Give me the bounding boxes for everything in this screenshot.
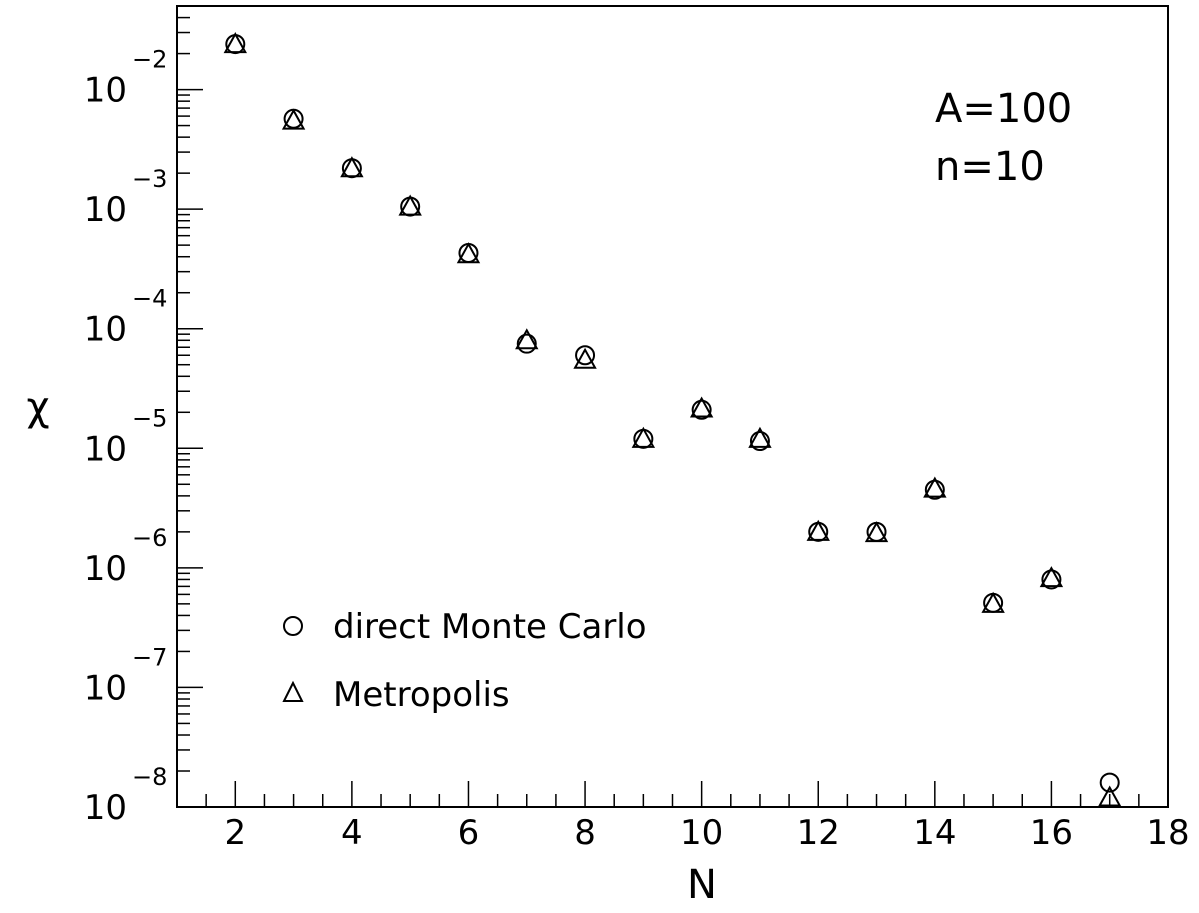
point-direct-monte-carlo [983,592,1004,613]
point-metropolis [340,156,364,178]
y-tick-label-base: 10 [84,310,127,350]
point-metropolis [1098,785,1122,807]
x-tick-label: 2 [224,813,246,853]
y-tick-label-base: 10 [84,429,127,469]
point-metropolis [573,347,597,369]
point-metropolis [281,108,306,130]
point-direct-monte-carlo [691,399,712,420]
y-tick-label-base: 10 [84,71,127,111]
point-metropolis [223,32,247,54]
point-metropolis [398,194,422,216]
point-metropolis [981,591,1005,613]
point-direct-monte-carlo [749,431,770,452]
point-direct-monte-carlo [458,242,479,263]
point-direct-monte-carlo [924,479,945,500]
y-axis-title: χ [26,384,49,430]
point-metropolis [864,521,889,543]
point-direct-monte-carlo [575,345,596,366]
legend-circle-marker [283,616,303,636]
annotation-n: n=10 [935,144,1045,190]
point-direct-monte-carlo [1099,772,1120,793]
x-axis: 2 4 6 8 10 12 14 16 18 [176,781,1190,853]
y-tick-label-exponent: −2 [132,46,167,74]
point-metropolis [689,396,714,418]
point-metropolis [631,426,656,448]
y-tick-label-exponent: −3 [132,165,167,193]
legend-label-direct-monte-carlo: direct Monte Carlo [333,607,647,647]
y-tick-label-base: 10 [84,549,127,589]
y-tick-label-exponent: −5 [132,404,167,432]
x-tick-label: 16 [1030,813,1073,853]
y-tick-label-exponent: −4 [132,285,167,313]
data-points [223,32,1122,807]
point-metropolis [748,426,772,448]
point-metropolis [1039,566,1064,588]
legend-label-metropolis: Metropolis [333,675,510,715]
point-direct-monte-carlo [1041,569,1062,590]
point-metropolis [806,519,830,541]
point-metropolis [923,476,947,498]
annotation-a: A=100 [935,86,1072,132]
y-tick-label-base: 10 [84,190,127,230]
y-tick-label-exponent: −7 [132,643,167,671]
y-tick-label-exponent: −6 [132,524,167,552]
x-tick-label: 10 [680,813,723,853]
x-tick-label: 14 [913,813,956,853]
y-tick-label-exponent: −8 [132,763,167,791]
y-tick-label-base: 10 [84,668,127,708]
y-tick-label-base: 10 [84,788,127,828]
y-axis: 10−810−710−610−510−410−310−2 [84,5,203,828]
legend: direct Monte Carlo Metropolis [282,607,647,715]
point-direct-monte-carlo [866,521,887,542]
x-tick-label: 4 [341,813,363,853]
x-tick-label: 6 [458,813,480,853]
x-tick-label: 8 [574,813,596,853]
x-tick-label: 18 [1146,813,1189,853]
point-direct-monte-carlo [516,333,537,354]
x-axis-title: N [687,862,717,908]
x-tick-label: 12 [797,813,840,853]
point-metropolis [515,328,539,350]
legend-triangle-marker [282,680,304,702]
point-metropolis [456,242,481,264]
